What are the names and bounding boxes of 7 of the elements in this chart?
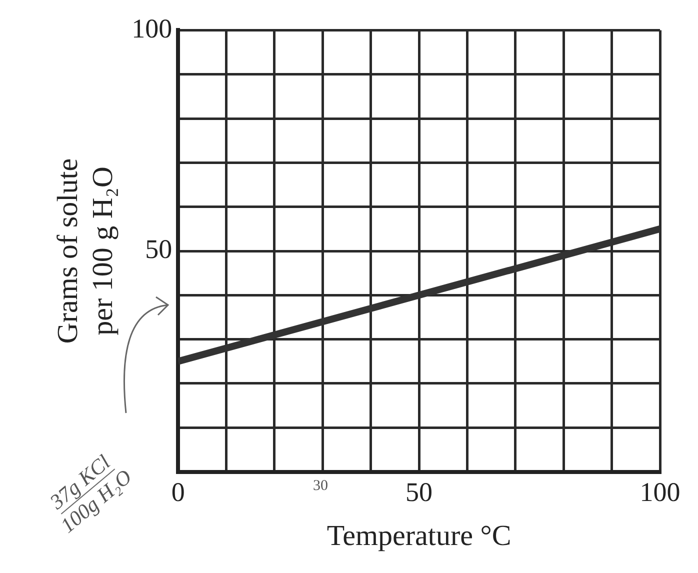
x-tick-label: 50 [406, 477, 433, 508]
x-axis-title: Temperature °C [326, 520, 512, 552]
y-axis-title: Grams of solute per 100 g H₂O [52, 158, 119, 344]
text: 30 [313, 478, 328, 495]
text: 37g KCl 100g H₂O [44, 450, 138, 540]
x-tick-label: 0 [171, 477, 185, 508]
x-tick-label: 100 [640, 477, 680, 508]
